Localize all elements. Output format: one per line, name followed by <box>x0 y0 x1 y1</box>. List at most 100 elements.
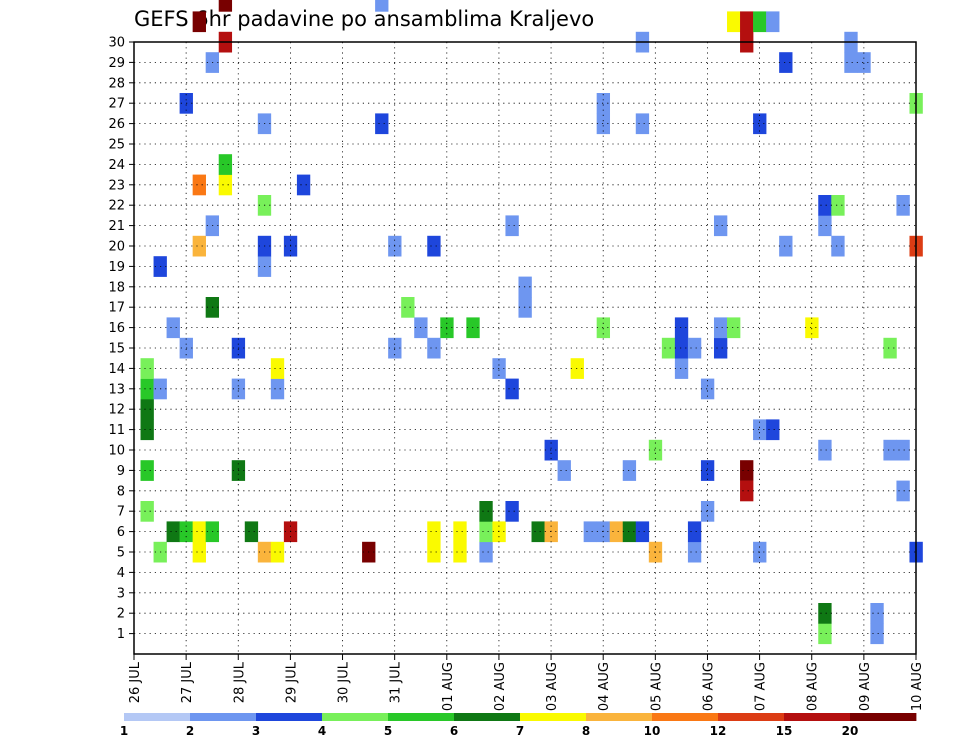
y-tick-label: 18 <box>108 280 125 295</box>
data-cell <box>270 378 285 400</box>
data-cell <box>479 541 493 563</box>
y-axis: 1234567891011121314151617181920212223242… <box>108 36 134 642</box>
y-tick-label: 9 <box>117 464 125 479</box>
data-cell <box>596 317 611 339</box>
data-cell <box>766 419 780 441</box>
data-cell <box>218 0 233 12</box>
data-cell <box>870 603 884 624</box>
data-cell <box>727 317 741 339</box>
y-tick-label: 16 <box>108 321 125 336</box>
data-cell <box>818 623 832 645</box>
colorbar-label: 4 <box>318 724 326 738</box>
grid-lines <box>134 42 916 654</box>
y-tick-label: 6 <box>117 525 125 540</box>
y-tick-label: 30 <box>108 36 125 51</box>
data-cell <box>296 174 311 196</box>
colorbar-swatch <box>190 713 257 721</box>
colorbar-swatch <box>652 713 719 721</box>
data-cell <box>192 235 206 257</box>
x-tick-label: 01 AUG <box>441 662 456 711</box>
x-tick-label: 06 AUG <box>701 662 716 711</box>
colorbar: 1 2 3 4 5 6 7 8 10 12 15 20 <box>120 713 917 738</box>
data-cell <box>766 11 780 33</box>
data-cell <box>596 93 611 114</box>
data-cell <box>818 215 832 237</box>
x-tick-label: 30 JUL <box>337 661 352 703</box>
data-cell <box>896 195 910 216</box>
colorbar-swatch <box>586 713 653 721</box>
x-tick-label: 27 JUL <box>180 661 195 703</box>
data-cell <box>687 337 702 359</box>
y-tick-label: 21 <box>108 219 125 234</box>
y-tick-label: 14 <box>108 362 125 377</box>
data-cell <box>700 460 715 481</box>
data-cell <box>140 501 154 522</box>
data-cell <box>166 521 180 543</box>
data-cell <box>635 521 650 543</box>
x-tick-label: 10 AUG <box>910 662 925 711</box>
data-cell <box>779 52 793 73</box>
colorbar-swatch <box>718 713 785 721</box>
x-tick-label: 02 AUG <box>493 662 508 711</box>
y-tick-label: 2 <box>117 607 125 622</box>
data-cell <box>453 541 467 563</box>
data-cell <box>427 235 441 257</box>
data-cell <box>244 521 259 543</box>
data-cell <box>896 439 910 461</box>
data-cell <box>753 419 767 441</box>
data-cell <box>218 154 233 175</box>
data-cell <box>713 215 728 237</box>
y-tick-label: 29 <box>108 56 125 71</box>
colorbar-label: 15 <box>776 724 793 738</box>
colorbar-label: 2 <box>186 724 194 738</box>
colorbar-label: 5 <box>384 724 392 738</box>
data-cell <box>648 439 663 461</box>
data-cell <box>713 317 728 339</box>
data-cell <box>192 11 206 33</box>
data-cell <box>192 174 206 196</box>
data-cell <box>140 358 154 379</box>
x-tick-label: 05 AUG <box>649 662 664 711</box>
y-tick-label: 26 <box>108 117 125 132</box>
data-cell <box>479 521 493 543</box>
data-cell <box>609 521 624 543</box>
y-tick-label: 12 <box>108 403 125 418</box>
data-cell <box>857 52 871 73</box>
data-cell <box>805 317 819 339</box>
data-cell <box>844 52 858 73</box>
data-cell <box>831 195 845 216</box>
data-cell <box>401 297 415 318</box>
colorbar-label: 10 <box>644 724 661 738</box>
data-cell <box>570 358 584 379</box>
data-cell <box>427 541 441 563</box>
data-cell <box>713 337 728 359</box>
x-tick-label: 26 JUL <box>128 661 143 703</box>
y-tick-label: 1 <box>117 627 125 642</box>
colorbar-swatch <box>124 713 191 721</box>
data-cell <box>883 439 897 461</box>
data-cell <box>740 480 754 502</box>
x-tick-label: 28 JUL <box>232 661 247 703</box>
data-cell <box>740 460 754 481</box>
y-tick-label: 23 <box>108 178 125 193</box>
data-cell <box>479 501 493 522</box>
data-cell <box>818 195 832 216</box>
y-tick-label: 3 <box>117 586 125 601</box>
data-cell <box>661 337 676 359</box>
data-cell <box>505 501 519 522</box>
data-cell <box>700 501 715 522</box>
data-cell <box>687 541 702 563</box>
data-cell <box>140 419 154 441</box>
x-tick-label: 09 AUG <box>858 662 873 711</box>
data-cell <box>166 317 180 339</box>
y-tick-label: 11 <box>108 423 125 438</box>
y-tick-label: 10 <box>108 444 125 459</box>
y-tick-label: 8 <box>117 484 125 499</box>
data-cell <box>140 460 154 481</box>
colorbar-swatch <box>850 713 917 721</box>
data-cell <box>140 378 154 400</box>
x-tick-label: 04 AUG <box>597 662 612 711</box>
colorbar-swatch <box>388 713 455 721</box>
y-tick-label: 15 <box>108 342 125 357</box>
